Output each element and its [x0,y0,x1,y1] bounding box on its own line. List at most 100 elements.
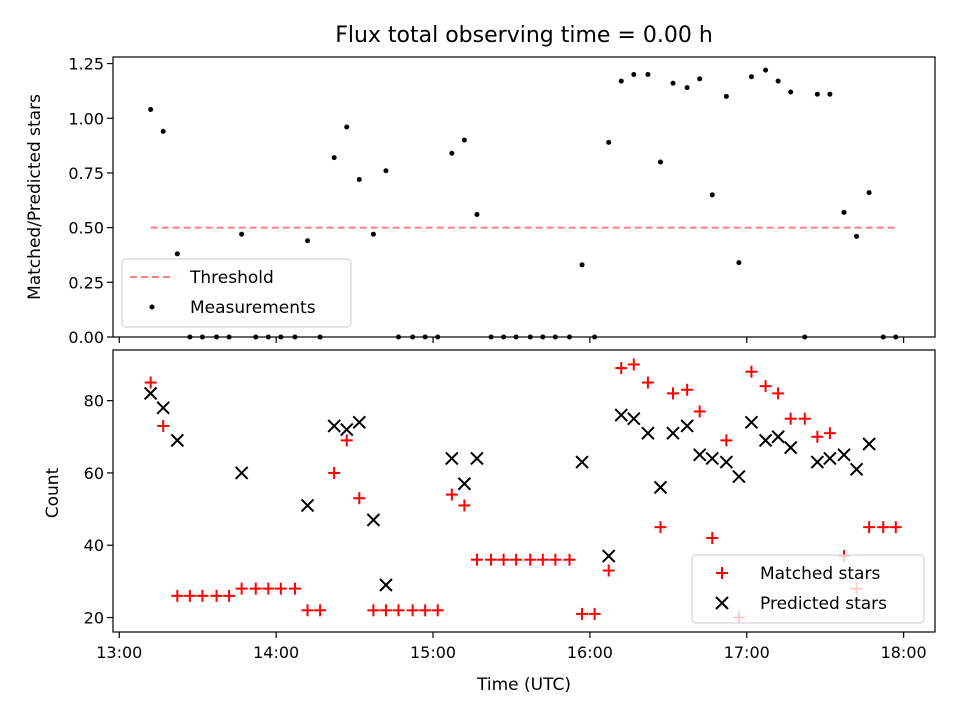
matched-stars-point [301,604,314,617]
matched-stars-point [353,492,366,505]
matched-stars-point [563,553,576,566]
measurements-point [670,80,676,86]
y-tick-label: 0.75 [68,164,104,183]
matched-stars-point [549,553,562,566]
bottom-y-axis-label: Count [43,467,63,518]
matched-stars-point [693,405,706,418]
predicted-stars-point [653,480,668,495]
matched-stars-point [745,365,758,378]
bottom-axes: 20 40 60 80 13:00 14:00 15:00 16:00 17:00 18:00 [84,392,927,662]
predicted-stars-point [143,386,158,401]
predicted-stars-point [352,415,366,430]
predicted-stars-point [862,437,876,451]
matched-stars-point [588,607,601,620]
y-tick-label: 1.00 [68,109,104,128]
matched-stars-point [274,582,287,595]
predicted-stars-legend-label: Predicted stars [760,594,887,614]
matched-stars-point [171,589,184,602]
matched-stars-point [314,604,327,617]
predicted-stars-point [470,451,484,466]
matched-stars-point [681,383,694,396]
measurements-legend-swatch [149,304,155,310]
measurements-point [854,233,860,239]
x-tick-label: 18:00 [881,643,927,662]
matched-stars-point [249,582,262,595]
predicted-stars-point [234,466,249,480]
matched-stars-point [288,582,301,595]
x-axis-label: Time (UTC) [476,675,571,695]
matched-stars-point [877,521,890,534]
threshold-legend-label: Threshold [189,268,274,288]
predicted-stars-point [705,451,719,466]
measurements-point [344,124,350,130]
top-y-axis-label: Matched/Predicted stars [25,94,45,300]
measurements-point [709,192,715,198]
matched-stars-point [823,427,836,440]
measurements-legend-label: Measurements [190,298,316,318]
y-tick-label: 40 [84,536,104,555]
matched-stars-point [497,553,510,566]
measurements-point [723,93,729,99]
y-tick-label: 0.25 [68,273,104,292]
measurements-point [356,177,362,182]
top-plot-frame [112,56,936,338]
x-tick-label: 13:00 [96,643,142,662]
matched-stars-point [602,564,615,577]
predicted-stars-point [575,455,589,469]
predicted-stars-point [666,426,680,440]
bottom-panel: Count Time (UTC) 20 40 60 80 13:00 14:00 15:00… [43,349,936,695]
predicted-stars-legend-swatch [715,596,729,610]
measurements-point [657,159,663,165]
matched-stars-legend-swatch [716,567,728,579]
measurements-point [814,91,820,97]
measurements-point [788,89,794,95]
matched-stars-point [706,532,719,544]
matched-stars-point [392,604,405,617]
predicted-stars-point [810,455,825,469]
measurements-point [579,262,585,268]
predicted-stars-point [719,455,734,469]
bottom-plot-frame [112,349,936,633]
x-tick-label: 14:00 [253,643,299,662]
matched-stars-point [210,589,223,602]
predicted-stars-point [692,448,707,462]
x-tick-label: 16:00 [567,643,613,662]
predicted-stars-point [849,462,864,477]
predicted-stars-point [602,549,616,563]
predicted-stars-point [379,578,393,592]
matched-stars-point [328,466,341,479]
matched-stars-point [576,607,589,620]
predicted-stars-point [783,440,798,455]
predicted-stars-point [823,451,837,466]
measurements-point [370,231,376,237]
matched-stars-point [654,521,667,534]
measurements-point [645,72,651,77]
matched-stars-point [340,434,353,447]
matched-stars-point [759,380,772,393]
measurements-point [697,76,703,82]
matched-stars-point [667,387,680,400]
matched-stars-point [536,553,549,566]
matched-stars-point [485,553,498,566]
matched-stars-point [367,604,380,617]
measurements-point [174,251,180,257]
matched-stars-point [223,589,236,602]
measurements-point [148,107,154,112]
measurements-point [736,260,742,266]
matched-stars-point [510,553,523,566]
y-tick-label: 0.50 [68,219,104,238]
predicted-stars-point [627,411,641,426]
x-tick-label: 15:00 [410,643,456,662]
measurements-point [763,67,769,73]
measurements-point [748,74,754,80]
matched-stars-point [183,589,196,602]
matched-stars-point [235,582,248,595]
measurements-point [383,168,389,174]
predicted-stars-point [156,401,170,415]
y-tick-label: 60 [84,464,104,483]
predicted-stars-point [837,448,851,462]
predicted-stars-point [744,415,759,430]
x-tick-label: 17:00 [724,643,770,662]
bottom-legend: Matched stars Predicted stars [691,554,925,624]
